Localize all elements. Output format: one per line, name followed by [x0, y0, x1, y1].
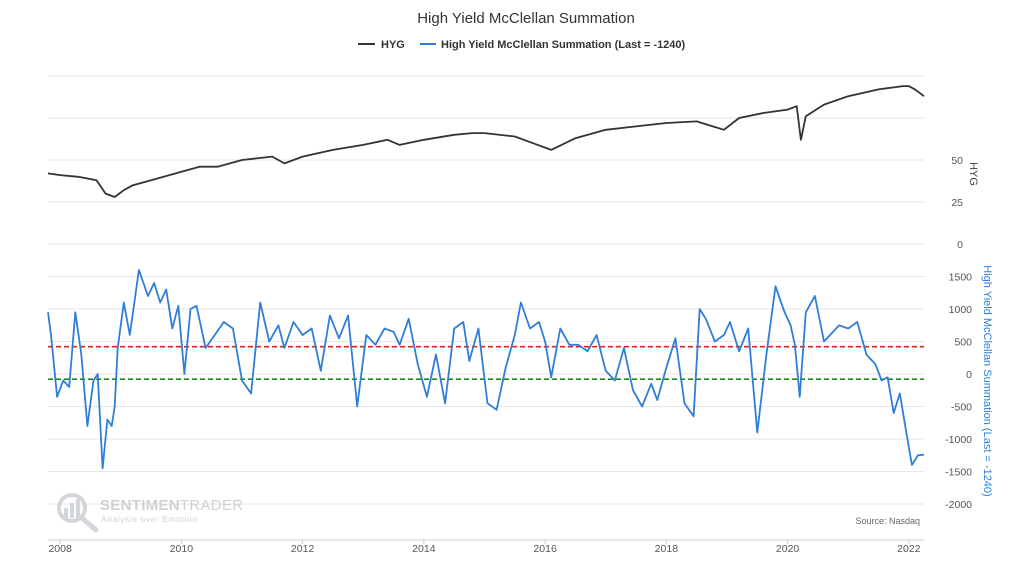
legend-item-hyg[interactable]: HYG	[358, 39, 405, 51]
series-line-hyg	[47, 85, 925, 198]
series-line-summation	[47, 269, 925, 470]
upper-tick-label-0: 0	[957, 239, 963, 251]
legend-item-summation[interactable]: High Yield McClellan Summation (Last = -…	[420, 39, 686, 51]
legend: HYG High Yield McClellan Summation (Last…	[358, 39, 686, 51]
x-tick-label-1: 2010	[170, 543, 194, 555]
watermark-logo: SENTIMENTRADER Analysis over Emotion	[57, 493, 243, 533]
logo-magnifier-icon	[57, 493, 87, 523]
lower-tick-label-4: -500	[951, 402, 972, 414]
x-tick-label-5: 2018	[655, 543, 679, 555]
upper-axis-title: HYG	[967, 162, 979, 186]
x-tick-label-6: 2020	[776, 543, 800, 555]
upper-axis-ticks: 0 25 50	[951, 155, 963, 251]
lower-tick-label-2: 500	[954, 337, 972, 349]
x-tick-label-4: 2016	[533, 543, 557, 555]
lower-axis-ticks: 1500 1000 500 0 -500 -1000 -1500 -2000	[945, 272, 972, 512]
upper-tick-label-1: 25	[951, 197, 963, 209]
lower-tick-label-3: 0	[966, 369, 972, 381]
watermark-tagline: Analysis over Emotion	[101, 514, 198, 524]
x-tick-label-0: 2008	[48, 543, 72, 555]
lower-axis-title: High Yield McClellan Summation (Last = -…	[981, 265, 993, 496]
lower-tick-label-0: 1500	[949, 272, 973, 284]
lower-tick-label-5: -1000	[945, 434, 972, 446]
x-tick-label-7: 2022	[897, 543, 921, 555]
logo-bar-3	[76, 499, 80, 518]
lower-tick-label-1: 1000	[949, 304, 973, 316]
gridlines	[48, 75, 924, 541]
x-axis-ticks: 2008 2010 2012 2014 2016 2018 2020 2022	[48, 540, 921, 555]
x-tick-label-2: 2012	[291, 543, 315, 555]
lower-tick-label-6: -1500	[945, 467, 972, 479]
series-lines	[47, 85, 925, 470]
reference-lines	[48, 345, 924, 381]
logo-bar-2	[70, 503, 74, 518]
x-tick-label-3: 2014	[412, 543, 436, 555]
logo-bar-1	[64, 508, 68, 518]
watermark-brand: SENTIMENTRADER	[100, 497, 243, 514]
legend-label-summation: High Yield McClellan Summation (Last = -…	[441, 39, 686, 51]
lower-tick-label-7: -2000	[945, 499, 972, 511]
upper-tick-label-2: 50	[951, 155, 963, 167]
logo-magnifier-handle	[79, 515, 99, 533]
chart-title: High Yield McClellan Summation	[417, 10, 635, 27]
source-note: Source: Nasdaq	[855, 516, 920, 526]
legend-label-hyg: HYG	[381, 39, 405, 51]
